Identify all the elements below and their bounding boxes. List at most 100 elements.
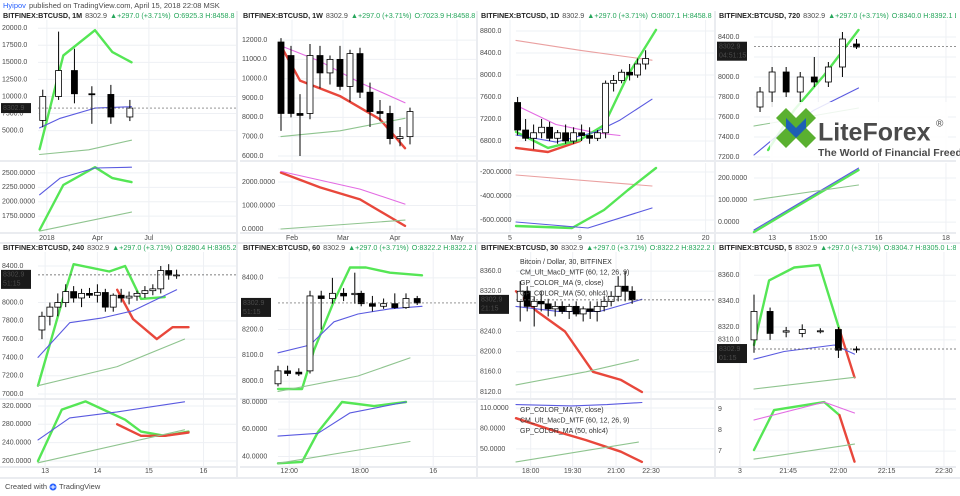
indicator-line — [37, 429, 186, 464]
chart-panel: BITFINEX:BTCUSD, 1M 8302.9 ▲+297.0 (+3.71%… — [0, 11, 236, 242]
header-symbol: BITFINEX:BTCUSD, 60 — [243, 243, 320, 252]
x-tick-label: 20 — [702, 235, 710, 242]
y-tick-label: 8400.0 — [718, 34, 740, 41]
candle-body — [593, 305, 601, 312]
y-tick-label: -400.0000 — [480, 193, 512, 200]
logo-mark: ® — [936, 119, 944, 130]
indicator-line — [753, 401, 856, 421]
y-tick-label: 8310.0 — [718, 337, 740, 344]
price-tag — [241, 297, 271, 317]
chart-panel: BITFINEX:BTCUSD, 60 8302.9 ▲+297.0 (+3.71%… — [240, 243, 476, 475]
x-tick-label: 14 — [94, 468, 102, 475]
header-change: ▲+297.0 (+3.71%) — [348, 243, 409, 252]
study-legend: GP_COLOR_MA (50, ohlc4) — [520, 428, 608, 435]
header-price: 8302.9 — [795, 243, 817, 252]
y-tick-label: 8400.0 — [2, 263, 24, 270]
candle-body — [546, 126, 553, 139]
x-tick-label: 22:30 — [935, 468, 953, 475]
y-tick-label: 7600.0 — [480, 94, 502, 101]
header-price: 8302.9 — [87, 243, 109, 252]
y-tick-label: 240.0000 — [2, 439, 31, 446]
price-tag-label: 8302.9 — [243, 300, 265, 307]
candle-body — [607, 295, 615, 302]
footer-brand[interactable]: TradingView — [59, 482, 101, 491]
header-symbol: BITFINEX:BTCUSD, 1W — [243, 11, 323, 20]
y-tick-label: 320.0000 — [2, 403, 31, 410]
y-tick-label: 7200.0 — [718, 154, 740, 161]
y-tick-label: 100.0000 — [718, 197, 747, 204]
price-tag-label: 8302.9 — [3, 272, 25, 279]
y-tick-label: 60.0000 — [242, 426, 267, 433]
header-price: 8302.9 — [323, 243, 345, 252]
candle-body — [756, 91, 764, 108]
candle-body — [107, 94, 115, 118]
candle-body — [340, 292, 348, 297]
candle-body — [798, 329, 806, 334]
author[interactable]: Hyipov — [3, 1, 26, 10]
candle-body — [565, 305, 573, 312]
countdown-label: 51:15 — [243, 309, 261, 316]
x-tick-label: 16 — [200, 468, 208, 475]
indicator-line — [116, 288, 190, 341]
candle-body — [628, 290, 636, 301]
indicator-line — [280, 170, 406, 205]
candle-body — [750, 311, 758, 341]
y-tick-label: 17500.0 — [2, 42, 27, 49]
candle-body — [558, 305, 566, 312]
x-tick-label: 15 — [145, 468, 153, 475]
candle-body — [54, 302, 62, 308]
indicator-line — [753, 376, 856, 390]
y-tick-label: 7800.0 — [718, 94, 740, 101]
header-price: 8302.9 — [561, 243, 583, 252]
candle-body — [376, 111, 384, 114]
y-tick-label: 0.0000 — [242, 226, 264, 233]
y-tick-label: 280.0000 — [2, 421, 31, 428]
header-ohlc: O:8322.2 H:8322.2 L:8302.9 — [650, 243, 741, 252]
countdown-label: 01:15 — [719, 355, 737, 362]
y-tick-label: 7400.0 — [2, 354, 24, 361]
header-change: ▲+297.0 (+3.71%) — [112, 243, 173, 252]
study-legend: GP_COLOR_MA (9, close) — [520, 407, 604, 414]
y-tick-label: 200.0000 — [2, 458, 31, 465]
indicator-line — [838, 328, 856, 379]
logo-icon-inner — [786, 118, 806, 138]
footer-created: Created with — [5, 482, 47, 491]
header-change: ▲+297.0 (+3.71%) — [586, 243, 647, 252]
candle-body — [572, 305, 580, 315]
x-tick-label: 18:00 — [351, 468, 369, 475]
price-tag-label: 8302.9 — [719, 44, 741, 51]
candle-body — [522, 129, 529, 139]
y-tick-label: 7600.0 — [2, 336, 24, 343]
x-tick-label: 21:00 — [607, 468, 625, 475]
y-tick-label: 80.0000 — [242, 399, 267, 406]
candle-body — [328, 292, 336, 299]
indicator-line — [753, 167, 860, 231]
x-tick-label: 22:30 — [642, 468, 660, 475]
candle-body — [109, 294, 117, 308]
candle-body — [149, 288, 157, 292]
y-tick-label: 7800.0 — [2, 318, 24, 325]
chart-panel: BITFINEX:BTCUSD, 5 8302.9 ▲+297.0 (+3.71%)… — [716, 243, 956, 475]
y-tick-label: 7200.0 — [2, 373, 24, 380]
candle-body — [86, 293, 93, 296]
y-tick-label: 5000.0 — [2, 127, 24, 134]
header-ohlc: O:7023.9 H:8458.8 L:6611. — [415, 11, 501, 20]
candle-body — [530, 300, 538, 307]
panel-header: BITFINEX:BTCUSD, 1W 8302.9 ▲+297.0 (+3.71%… — [243, 11, 501, 20]
logo-name: LiteForex — [818, 119, 931, 147]
panel-header: BITFINEX:BTCUSD, 720 8302.9 ▲+297.0 (+3.71… — [719, 11, 960, 20]
x-tick-label: May — [450, 235, 464, 242]
indicator-line — [36, 400, 190, 463]
header-price: 8302.9 — [85, 11, 107, 20]
y-tick-label: 12500.0 — [2, 76, 27, 83]
candle-body — [824, 66, 832, 83]
header-ohlc: O:8007.1 H:8458.8 L:7997.2 — [651, 11, 742, 20]
candle-body — [600, 300, 608, 307]
indicator-line — [514, 166, 658, 230]
x-tick-label: 21:45 — [779, 468, 797, 475]
indicator-line — [279, 171, 407, 228]
y-tick-label: 20000.0 — [2, 25, 27, 32]
y-tick-label: 8 — [718, 427, 722, 434]
candle-body — [101, 292, 109, 308]
